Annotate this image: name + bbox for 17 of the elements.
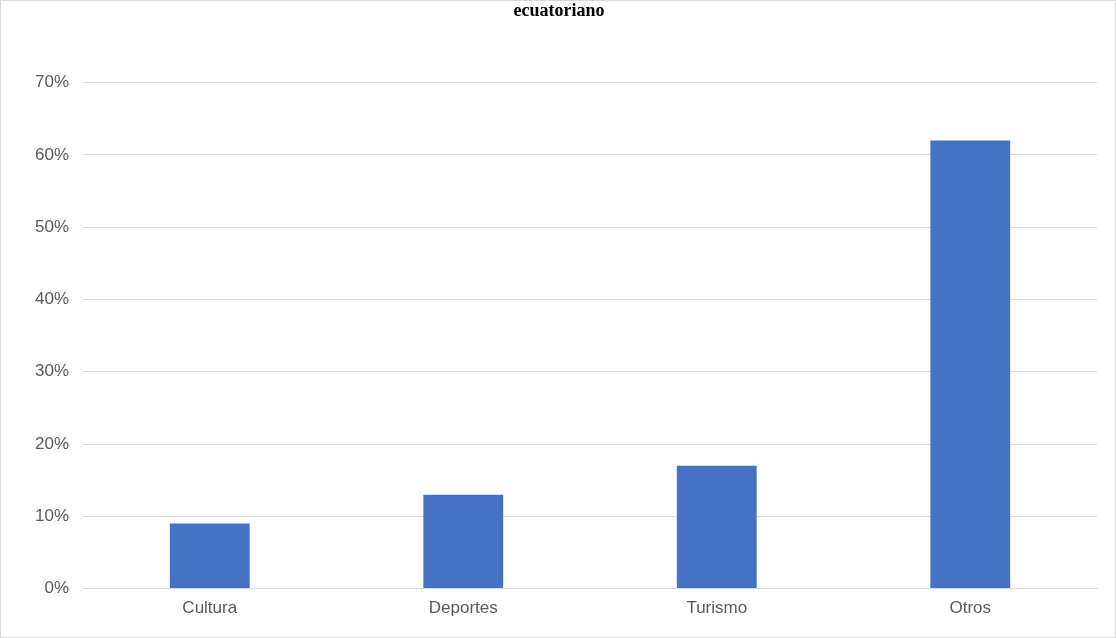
bar	[169, 523, 250, 589]
y-tick-label: 10%	[34, 506, 70, 525]
y-tick-label: 40%	[34, 289, 70, 309]
y-tick-label: 30%	[34, 361, 70, 381]
x-tick-label: Turismo	[686, 598, 748, 618]
bar	[930, 140, 1011, 589]
bar	[676, 465, 757, 589]
y-tick-label: 70%	[34, 72, 70, 92]
y-tick-label: 0%	[44, 578, 70, 598]
x-tick-label: Cultura	[182, 598, 238, 618]
chart-title: ecuatoriano	[513, 0, 605, 21]
x-tick-label: Otros	[949, 598, 992, 618]
y-tick-label: 50%	[34, 216, 70, 236]
y-tick-label: 20%	[34, 433, 70, 453]
x-tick-label: Deportes	[428, 598, 498, 618]
y-tick-label: 60%	[34, 144, 70, 164]
bar	[423, 494, 504, 589]
